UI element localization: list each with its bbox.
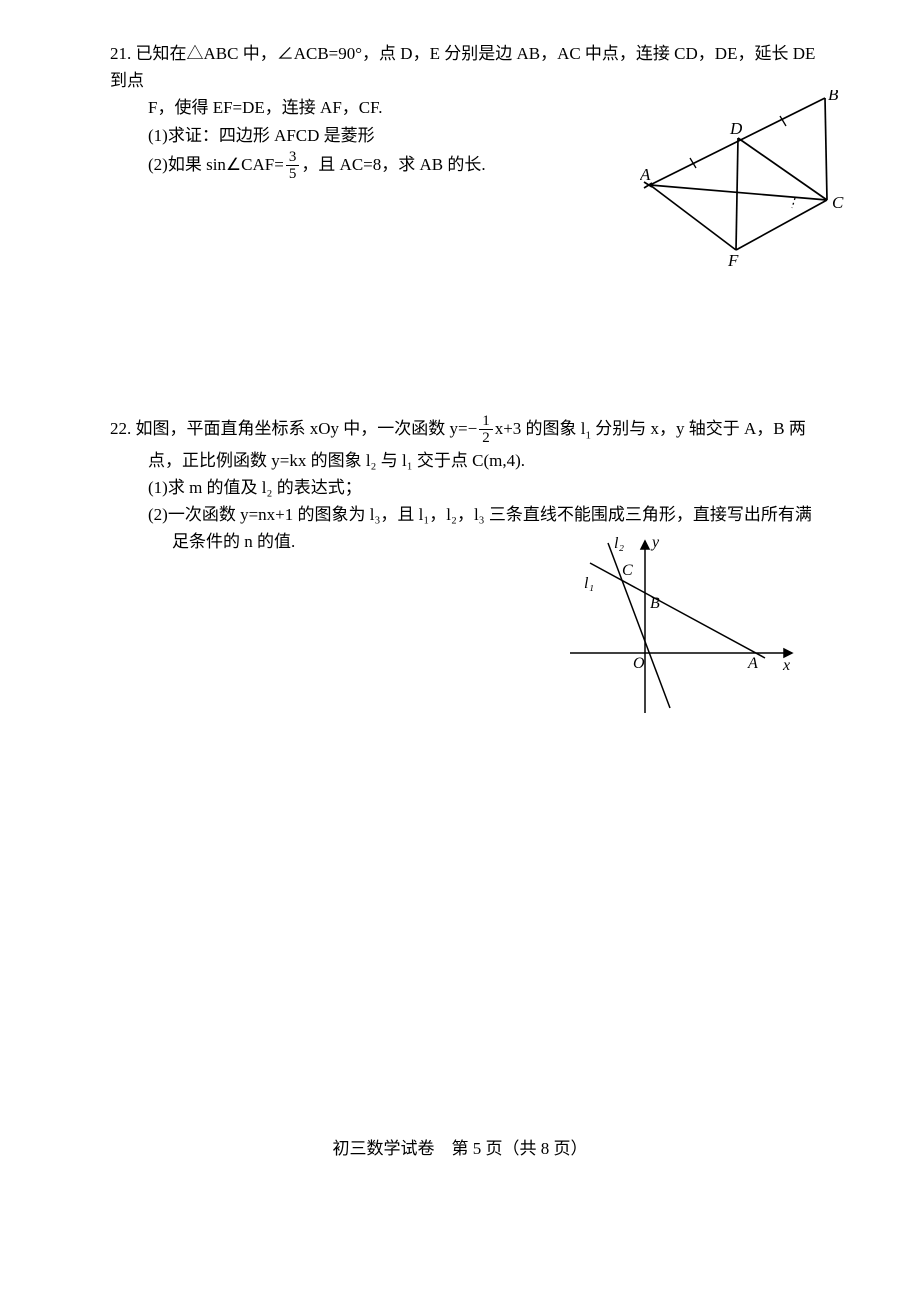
p21-q2-prefix: (2)如果 sin∠CAF=	[148, 155, 284, 174]
problem-21: 21. 已知在△ABC 中，∠ACB=90°，点 D，E 分别是边 AB，AC …	[110, 40, 820, 183]
label-F: F	[727, 251, 739, 270]
p22-line2: 点，正比例函数 y=kx 的图象 l₂ 与 l₁ 交于点 C(m,4).	[148, 447, 820, 474]
page-footer: 初三数学试卷 第 5 页（共 8 页）	[0, 1135, 920, 1162]
label-D: D	[729, 119, 743, 138]
p22-text1c: 分别与 x，y 轴交于 A，B 两	[591, 419, 806, 438]
p21-line1: 21. 已知在△ABC 中，∠ACB=90°，点 D，E 分别是边 AB，AC …	[110, 40, 820, 94]
label-B: B	[828, 90, 839, 104]
label-x: x	[782, 657, 790, 674]
p22-text1a: 如图，平面直角坐标系 xOy 中，一次函数 y=−	[136, 419, 478, 438]
p22-q2a: (2)一次函数 y=nx+1 的图象为 l₃，且 l₁，l₂，l₃ 三条直线不能…	[148, 501, 820, 528]
label-l2: l₂	[614, 535, 624, 552]
diagram-21: A B C D F	[640, 90, 850, 270]
problem-22: 22. 如图，平面直角坐标系 xOy 中，一次函数 y=−12x+3 的图象 l…	[110, 413, 820, 556]
p22-line1: 22. 如图，平面直角坐标系 xOy 中，一次函数 y=−12x+3 的图象 l…	[110, 413, 820, 447]
p21-q2-suffix: ，且 AC=8，求 AB 的长.	[301, 155, 485, 174]
label-y: y	[650, 534, 660, 551]
diagram-22: O A x y B C l₁ l₂	[570, 533, 800, 723]
label-l1: l₁	[584, 575, 594, 592]
fraction-1-2: 12	[479, 413, 493, 447]
label-C2: C	[622, 562, 633, 579]
p22-text1b: x+3 的图象 l	[495, 419, 586, 438]
label-B2: B	[650, 595, 660, 612]
label-A2: A	[747, 655, 758, 672]
p22-number: 22.	[110, 415, 131, 442]
label-C: C	[832, 193, 844, 212]
label-A: A	[640, 165, 651, 184]
p21-text1: 已知在△ABC 中，∠ACB=90°，点 D，E 分别是边 AB，AC 中点，连…	[110, 44, 815, 90]
fraction-3-5: 35	[286, 149, 300, 183]
p22-q1: (1)求 m 的值及 l₂ 的表达式；	[148, 474, 820, 501]
p21-number: 21.	[110, 40, 131, 67]
label-O: O	[633, 655, 645, 672]
